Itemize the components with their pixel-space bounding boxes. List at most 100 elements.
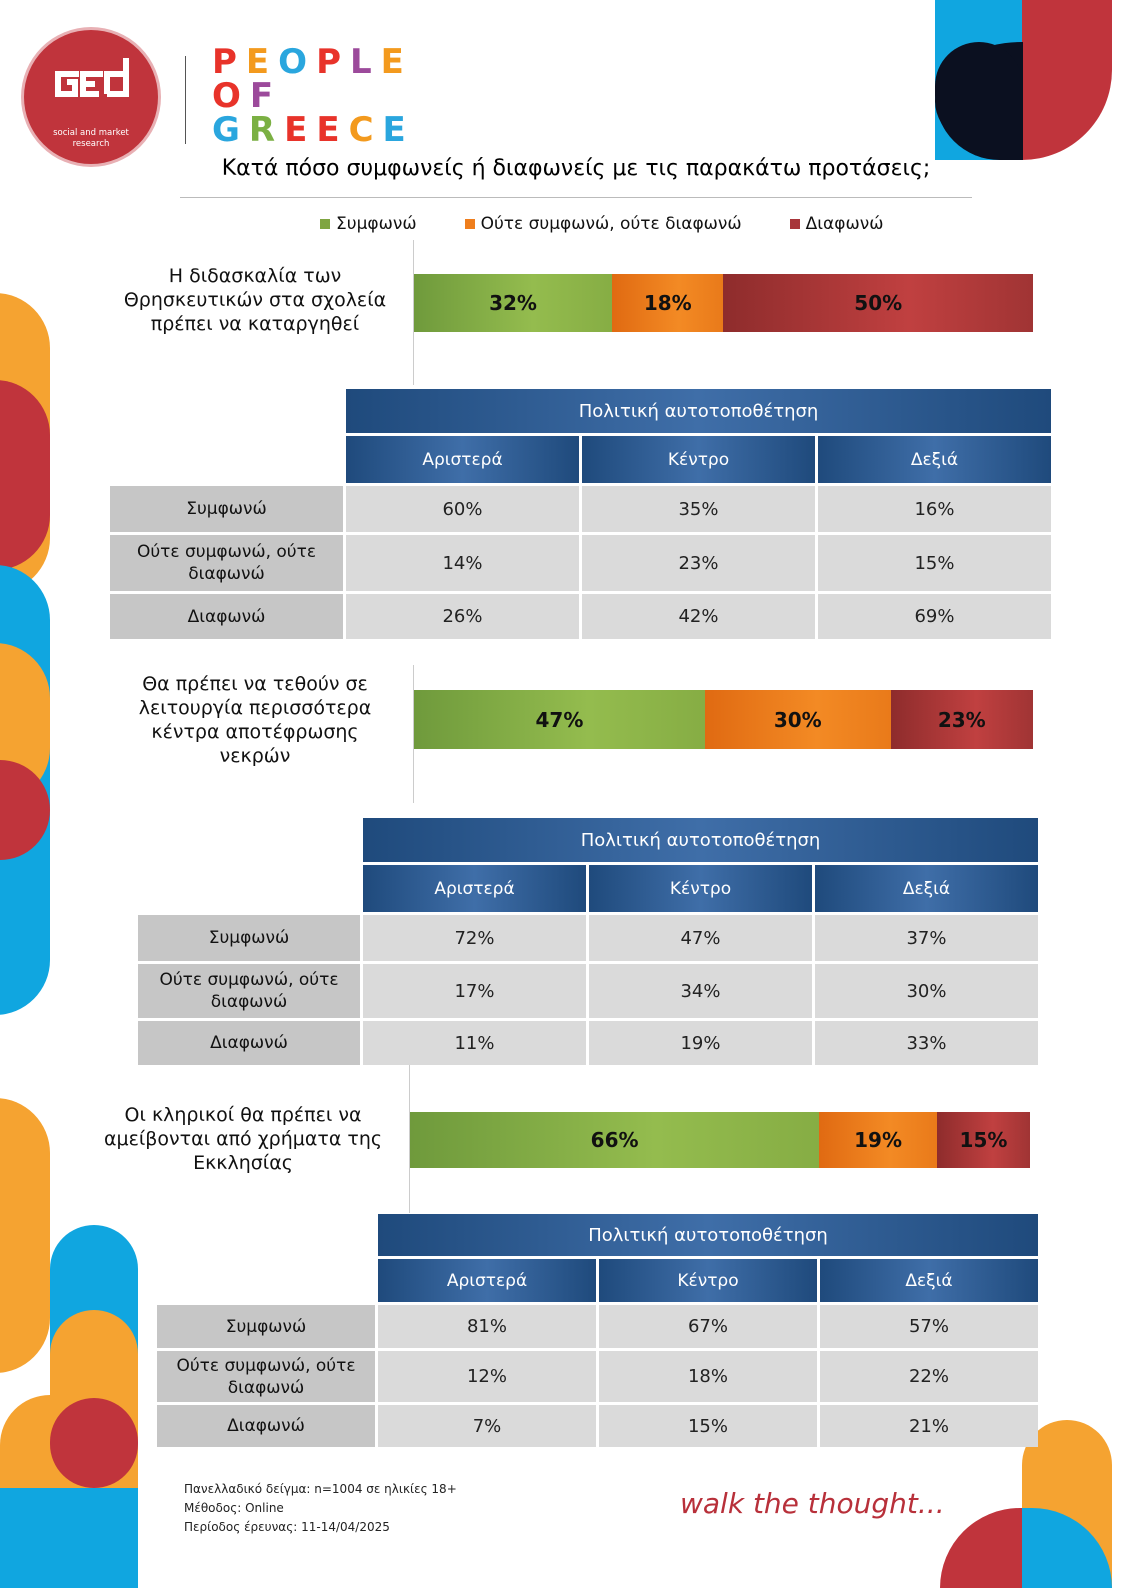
legend-agree: Συμφωνώ bbox=[320, 214, 417, 234]
row-label-line: Ούτε συμφωνώ, ούτε bbox=[136, 542, 317, 562]
table-cell: 15% bbox=[818, 535, 1051, 591]
table-cell: 12% bbox=[378, 1351, 596, 1402]
table-cell: 30% bbox=[815, 964, 1038, 1018]
table-row-label: Διαφωνώ bbox=[157, 1405, 375, 1447]
table-row-label: Διαφωνώ bbox=[110, 594, 343, 639]
table-cell: 16% bbox=[818, 486, 1051, 532]
stacked-bar-2: 47% 30% 23% bbox=[414, 690, 1033, 749]
brand-letter: E bbox=[316, 110, 349, 150]
legend-disagree: Διαφωνώ bbox=[789, 214, 884, 234]
bar-label-disagree: 23% bbox=[937, 707, 986, 732]
stacked-bar-1: 32% 18% 50% bbox=[414, 274, 1033, 332]
table-cell: 21% bbox=[820, 1405, 1038, 1447]
ged-logo: social and market research bbox=[24, 30, 158, 164]
bar-label-neutral: 18% bbox=[643, 291, 692, 315]
footer-sample: Πανελλαδικό δείγμα: n=1004 σε ηλικίες 18… bbox=[184, 1482, 457, 1496]
bar-segment-disagree: 50% bbox=[723, 274, 1033, 332]
bar-segment-neutral: 30% bbox=[704, 690, 891, 749]
table-cell: 60% bbox=[346, 486, 579, 532]
table-column-header: Κέντρο bbox=[599, 1259, 817, 1302]
stacked-bar-3: 66% 19% 15% bbox=[410, 1112, 1030, 1168]
brand-letter: P bbox=[212, 42, 246, 82]
table-cell: 72% bbox=[363, 915, 586, 961]
table-row-label: Ούτε συμφωνώ, ούτε διαφωνώ bbox=[138, 964, 360, 1018]
statement-separator bbox=[409, 1065, 410, 1213]
bar-segment-agree: 66% bbox=[410, 1112, 820, 1168]
statement-line: Η διδασκαλία των bbox=[168, 265, 342, 287]
legend-swatch-agree bbox=[320, 219, 330, 229]
ged-logo-icon bbox=[55, 58, 129, 97]
table-cell: 14% bbox=[346, 535, 579, 591]
table-column-header: Κέντρο bbox=[589, 865, 812, 912]
question-title: Κατά πόσο συμφωνείς ή διαφωνείς με τις π… bbox=[221, 156, 931, 181]
statement-2: Θα πρέπει να τεθούν σε λειτουργία περισσό… bbox=[110, 672, 400, 768]
table-column-header: Δεξιά bbox=[820, 1259, 1038, 1302]
row-label-line: διαφωνώ bbox=[188, 564, 265, 584]
row-label-line: Συμφωνώ bbox=[208, 928, 290, 948]
table-cell: 57% bbox=[820, 1305, 1038, 1348]
statement-separator bbox=[413, 240, 414, 385]
table-row-label: Ούτε συμφωνώ, ούτε διαφωνώ bbox=[110, 535, 343, 591]
logo-separator bbox=[185, 56, 186, 144]
table-cell: 7% bbox=[378, 1405, 596, 1447]
row-label-line: Ούτε συμφωνώ, ούτε bbox=[176, 1355, 356, 1376]
table-cell: 17% bbox=[363, 964, 586, 1018]
brand-letter: O bbox=[278, 42, 317, 82]
brand-of: OF bbox=[212, 74, 282, 118]
table-row-label: Συμφωνώ bbox=[110, 486, 343, 532]
title-underline bbox=[180, 197, 972, 198]
row-label-line: Διαφωνώ bbox=[187, 606, 266, 627]
bar-label-agree: 66% bbox=[590, 1128, 639, 1152]
table-cell: 19% bbox=[589, 1021, 812, 1065]
table-cell: 42% bbox=[582, 594, 815, 639]
brand-letter: O bbox=[212, 76, 250, 116]
footer-period: Περίοδος έρευνας: 11-14/04/2025 bbox=[184, 1520, 390, 1534]
row-label-line: Ούτε συμφωνώ, ούτε bbox=[159, 970, 339, 990]
table-column-header: Αριστερά bbox=[346, 436, 579, 483]
brand-letter: F bbox=[249, 76, 283, 116]
table-cell: 26% bbox=[346, 594, 579, 639]
bar-segment-disagree: 15% bbox=[936, 1112, 1030, 1168]
statement-line: Οι κληρικοί θα πρέπει να bbox=[124, 1104, 362, 1126]
legend-neutral: Ούτε συμφωνώ, ούτε διαφωνώ bbox=[464, 214, 742, 234]
logo-subtitle-2: research bbox=[72, 139, 110, 149]
row-label-line: Συμφωνώ bbox=[225, 1316, 307, 1337]
brand-letter: E bbox=[380, 42, 413, 82]
table-row-label: Διαφωνώ bbox=[138, 1021, 360, 1065]
statement-line: αμείβονται από χρήματα της bbox=[103, 1128, 383, 1150]
table-cell: 34% bbox=[589, 964, 812, 1018]
bar-segment-agree: 32% bbox=[414, 274, 613, 332]
brand-letter: L bbox=[349, 42, 381, 82]
brand-people: PEOPLE bbox=[212, 40, 413, 84]
table-row-label: Συμφωνώ bbox=[157, 1305, 375, 1348]
legend-label-agree: Συμφωνώ bbox=[336, 214, 417, 234]
brand-letter: G bbox=[212, 110, 249, 150]
row-label-line: διαφωνώ bbox=[210, 992, 288, 1012]
table-column-header: Κέντρο bbox=[582, 436, 815, 483]
bar-segment-agree: 47% bbox=[414, 690, 705, 749]
table-row-label: Ούτε συμφωνώ, ούτε διαφωνώ bbox=[157, 1351, 375, 1402]
bar-segment-neutral: 19% bbox=[819, 1112, 937, 1168]
bar-segment-neutral: 18% bbox=[612, 274, 724, 332]
legend-swatch-neutral bbox=[464, 219, 475, 229]
legend-label-disagree: Διαφωνώ bbox=[805, 214, 884, 234]
bar-label-neutral: 19% bbox=[854, 1128, 903, 1152]
table-cell: 81% bbox=[378, 1305, 596, 1348]
row-label-line: Διαφωνώ bbox=[227, 1416, 305, 1436]
table-header-political: Πολιτική αυτοτοποθέτηση bbox=[363, 818, 1038, 862]
brand-letter: E bbox=[245, 42, 279, 82]
table-cell: 22% bbox=[820, 1351, 1038, 1402]
table-row-label: Συμφωνώ bbox=[138, 915, 360, 961]
table-cell: 35% bbox=[582, 486, 815, 532]
statement-line: Εκκλησίας bbox=[193, 1152, 293, 1174]
bar-label-agree: 32% bbox=[489, 291, 537, 315]
statement-separator bbox=[413, 665, 414, 803]
statement-line: Θρησκευτικών στα σχολεία bbox=[123, 289, 387, 311]
brand-greece: GREECE bbox=[212, 108, 415, 152]
table-cell: 33% bbox=[815, 1021, 1038, 1065]
row-label-line: Συμφωνώ bbox=[186, 499, 267, 519]
table-cell: 23% bbox=[582, 535, 815, 591]
brand-letter: R bbox=[248, 110, 285, 150]
footer-notes: Πανελλαδικό δείγμα: n=1004 σε ηλικίες 18… bbox=[184, 1480, 457, 1537]
table-column-header: Δεξιά bbox=[815, 865, 1038, 912]
